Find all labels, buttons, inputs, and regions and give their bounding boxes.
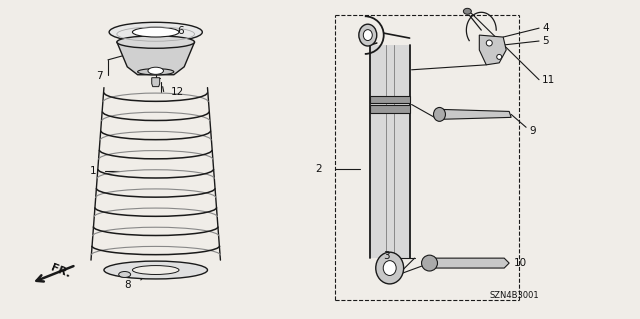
- Text: 11: 11: [542, 75, 556, 85]
- Text: 6: 6: [178, 26, 184, 36]
- Polygon shape: [117, 42, 195, 75]
- Text: 1: 1: [90, 166, 96, 176]
- Polygon shape: [152, 78, 160, 87]
- Text: SZN4B3001: SZN4B3001: [489, 291, 539, 300]
- Polygon shape: [479, 35, 506, 65]
- Ellipse shape: [359, 24, 377, 46]
- Ellipse shape: [117, 36, 195, 48]
- Ellipse shape: [433, 108, 445, 121]
- Ellipse shape: [486, 40, 492, 46]
- Polygon shape: [440, 109, 511, 119]
- Ellipse shape: [364, 30, 372, 41]
- Text: 3: 3: [383, 251, 390, 261]
- Ellipse shape: [383, 261, 396, 276]
- Text: FR.: FR.: [49, 263, 72, 279]
- Text: 8: 8: [124, 280, 131, 290]
- Text: 2: 2: [316, 164, 322, 174]
- Polygon shape: [370, 96, 410, 103]
- Polygon shape: [429, 258, 509, 268]
- Text: 5: 5: [542, 36, 548, 46]
- Ellipse shape: [104, 261, 207, 279]
- Ellipse shape: [376, 252, 404, 284]
- Text: 10: 10: [514, 258, 527, 268]
- Ellipse shape: [148, 67, 163, 74]
- Ellipse shape: [132, 27, 179, 37]
- Ellipse shape: [497, 55, 502, 59]
- Polygon shape: [370, 106, 410, 114]
- Text: 7: 7: [96, 71, 102, 81]
- Ellipse shape: [109, 22, 202, 42]
- Text: 9: 9: [529, 126, 536, 136]
- Ellipse shape: [422, 255, 438, 271]
- Ellipse shape: [138, 69, 174, 75]
- Text: 12: 12: [171, 86, 184, 97]
- Polygon shape: [370, 45, 410, 258]
- Ellipse shape: [118, 271, 131, 278]
- Ellipse shape: [463, 8, 471, 14]
- Ellipse shape: [132, 266, 179, 274]
- Text: 4: 4: [542, 23, 548, 33]
